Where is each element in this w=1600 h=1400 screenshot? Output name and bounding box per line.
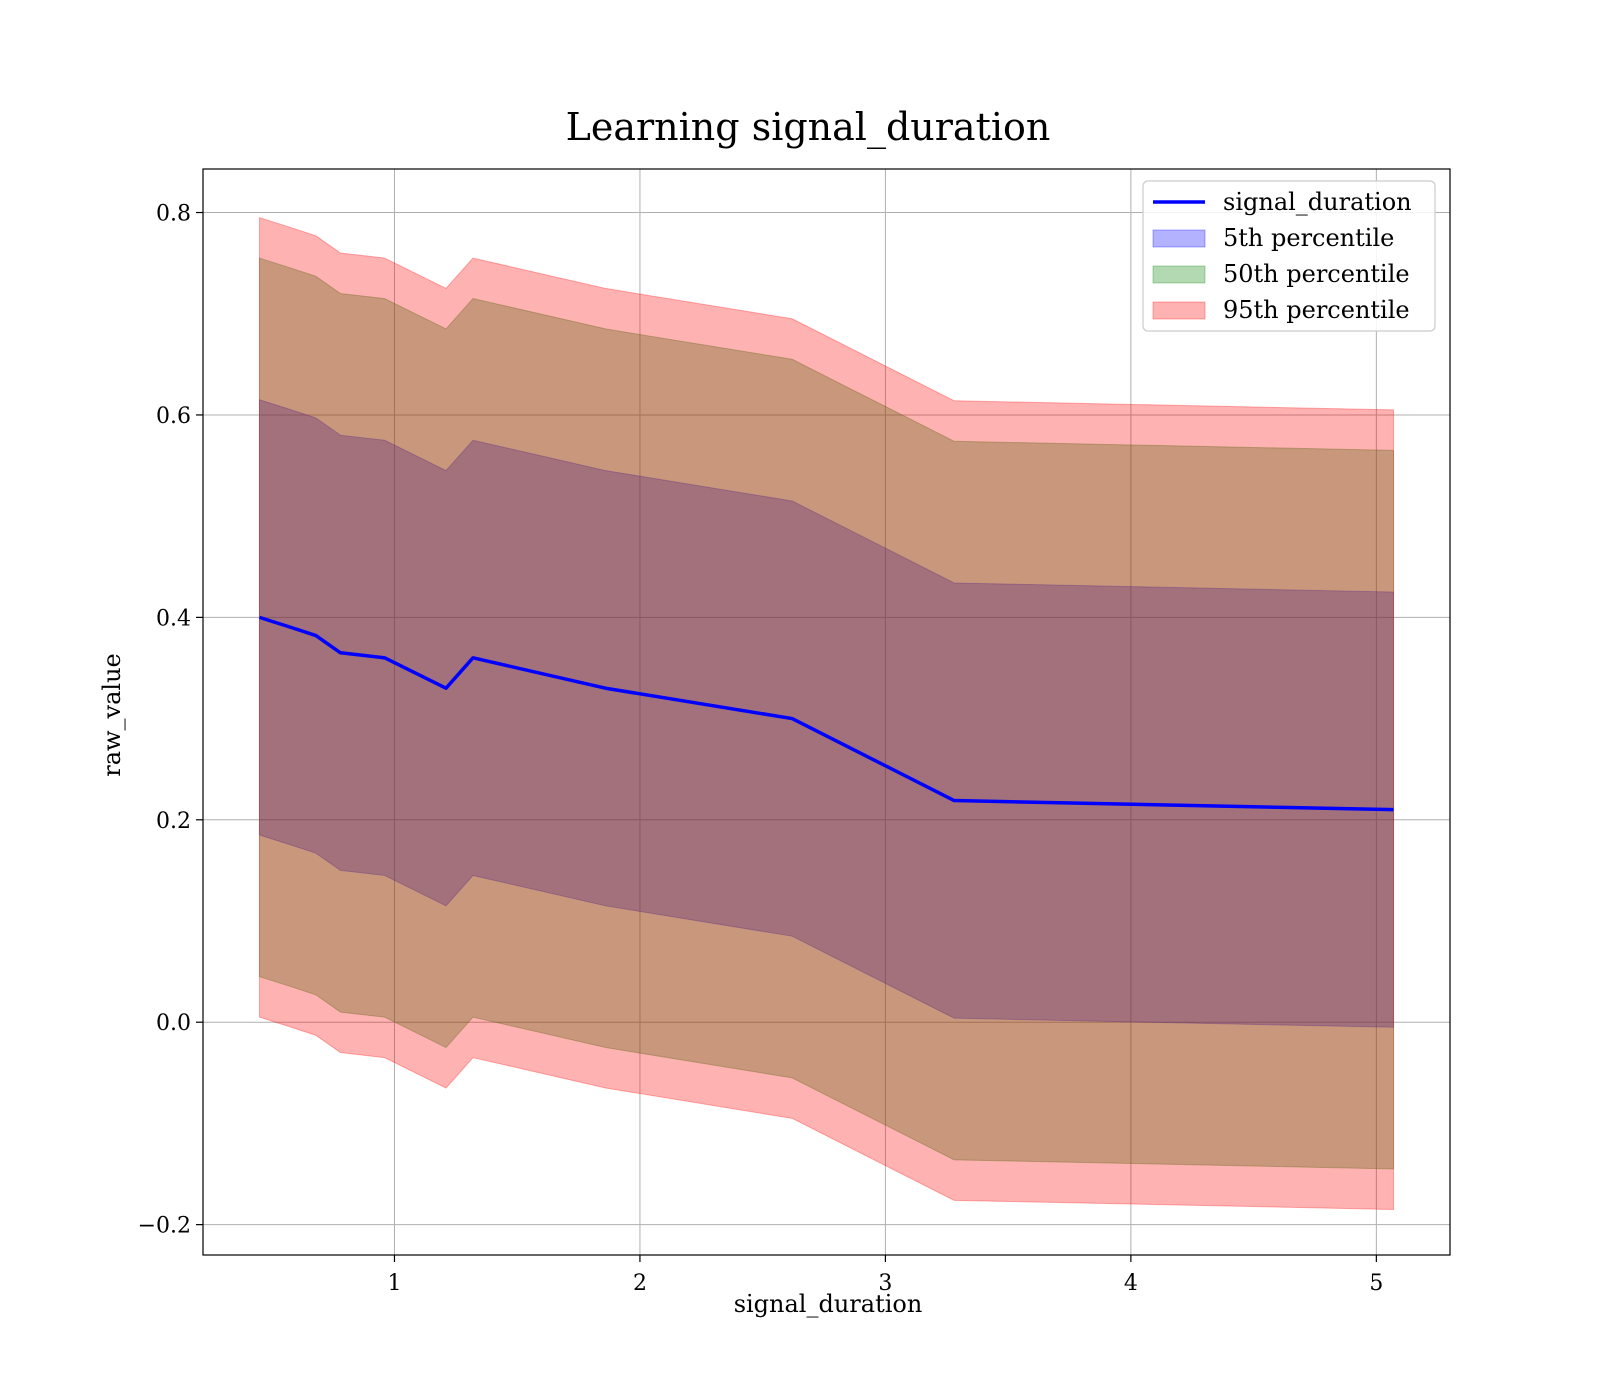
legend-swatch [1152,265,1206,284]
legend-label: 5th percentile [1223,224,1394,252]
5th-percentile-band [258,399,1395,1028]
series-lines [258,615,1394,812]
x-axis-label: signal_duration [734,1290,923,1318]
plot-frame [202,168,1451,1256]
signal-duration-line [258,615,1394,812]
legend-label: 50th percentile [1223,260,1410,288]
x-tick-label: 4 [1124,1271,1138,1296]
x-tick-label: 1 [387,1271,401,1296]
y-axis-label: raw_value [98,653,126,777]
x-tick-label: 2 [633,1271,647,1296]
legend-box [1142,180,1436,332]
legend: signal_duration 5th percentile 50th percen… [1142,180,1436,332]
legend-label: 95th percentile [1223,296,1410,324]
50th-percentile-band [258,257,1395,1170]
y-axis-ticks: −0.2 0.0 0.2 0.4 0.6 0.8 [138,202,203,1239]
y-tick-label: 0.0 [156,1011,191,1036]
y-tick-label: 0.4 [156,606,191,631]
legend-label: signal_duration [1223,188,1412,216]
x-tick-label: 3 [878,1271,892,1296]
x-axis-ticks: 1 2 3 4 5 [387,1255,1383,1296]
y-tick-label: 0.8 [156,202,191,227]
x-tick-label: 5 [1369,1271,1383,1296]
legend-swatch [1152,301,1206,320]
95th-percentile-band [258,216,1395,1210]
y-tick-label: 0.6 [156,404,191,429]
percentile-bands [258,216,1395,1210]
chart-title: Learning signal_duration [566,105,1051,150]
y-tick-label: −0.2 [138,1214,191,1239]
y-tick-label: 0.2 [156,809,191,834]
legend-swatch [1152,229,1206,248]
